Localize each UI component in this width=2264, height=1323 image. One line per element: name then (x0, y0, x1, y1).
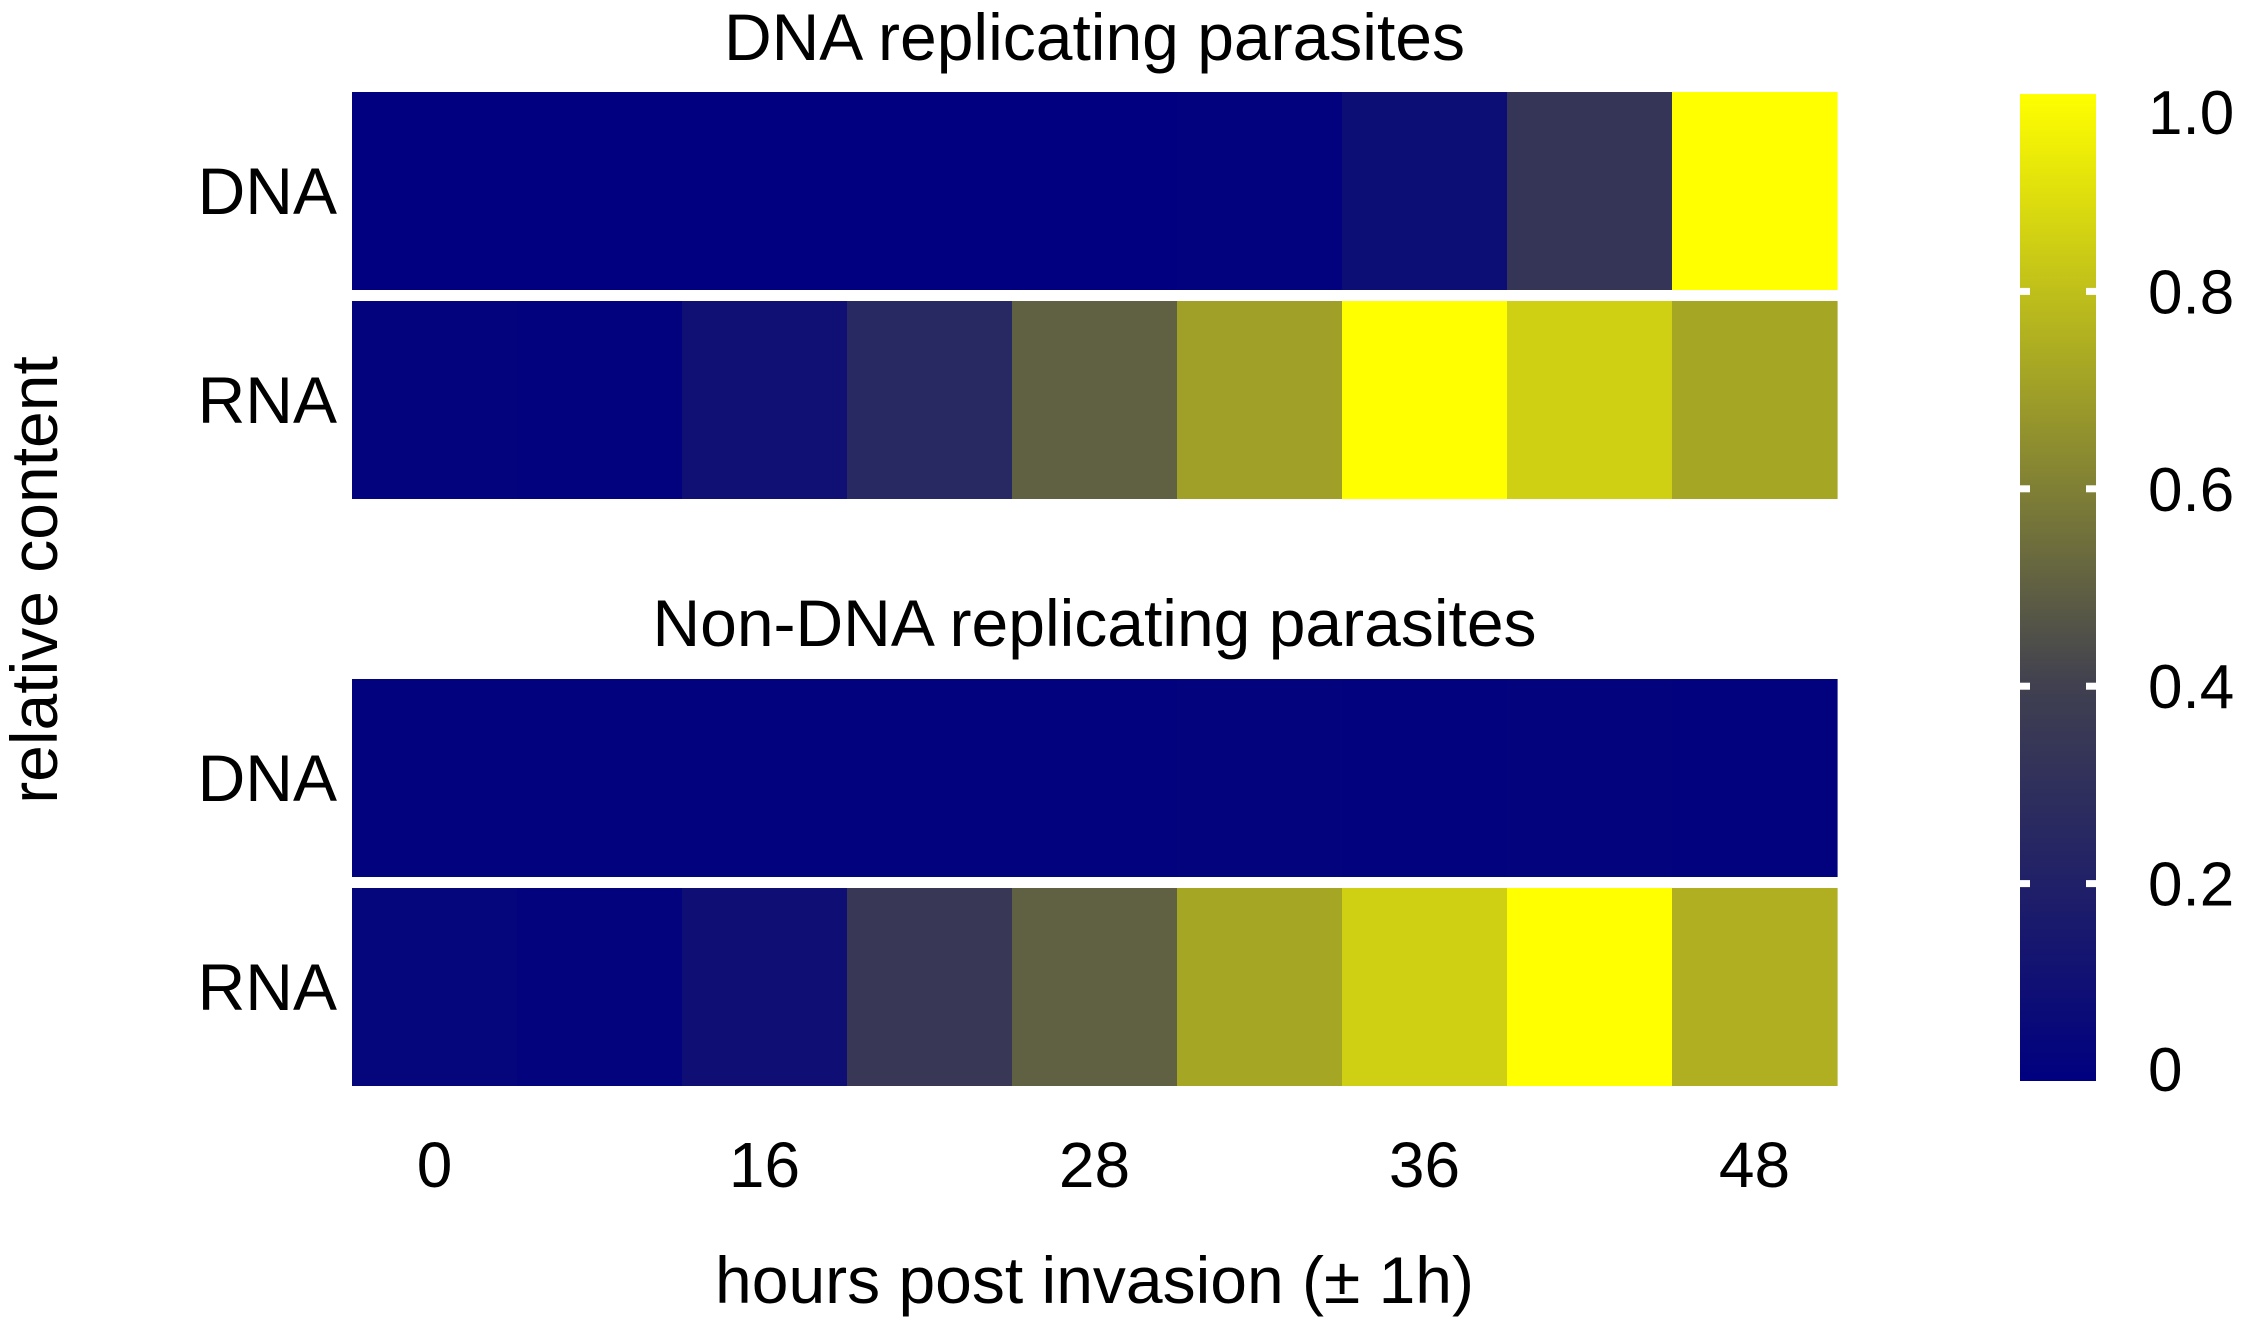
heatmap-cell-rna-4 (847, 301, 1013, 499)
colorbar-tick-label: 0.4 (2148, 653, 2234, 722)
heatmap-cell-rna-7 (1342, 301, 1508, 499)
x-tick-label: 0 (417, 1129, 453, 1201)
x-tick-label: 28 (1059, 1129, 1130, 1201)
heatmap-cell-rna-2 (517, 888, 683, 1086)
heatmap-cell-dna-7 (1342, 679, 1508, 877)
colorbar-tick-label: 0 (2148, 1036, 2182, 1105)
row-labels: DNA RNA (198, 154, 337, 437)
y-axis-label: relative content (0, 356, 71, 804)
heatmap-cell-rna-4 (847, 888, 1013, 1086)
panel-title: DNA replicating parasites (724, 0, 1465, 74)
heatmap-cell-rna-7 (1342, 888, 1508, 1086)
heatmap-cell-rna-5 (1012, 888, 1178, 1086)
heatmap-cell-dna-1 (352, 92, 518, 290)
heatmap-cells (352, 679, 1838, 1086)
heatmap-cell-dna-2 (517, 92, 683, 290)
heatmap-cell-dna-7 (1342, 92, 1508, 290)
heatmap-cell-dna-4 (847, 92, 1013, 290)
heatmap-cell-dna-6 (1177, 92, 1343, 290)
heatmap-cell-rna-2 (517, 301, 683, 499)
heatmap-cell-rna-8 (1507, 301, 1673, 499)
heatmap-cell-dna-2 (517, 679, 683, 877)
x-tick-label: 16 (729, 1129, 800, 1201)
colorbar: 0 0.2 0.4 0.6 0.8 1.0 (2020, 79, 2234, 1105)
heatmap-cell-rna-1 (352, 301, 518, 499)
heatmap-cell-dna-8 (1507, 92, 1673, 290)
row-label-dna: DNA (198, 741, 337, 815)
heatmap-cell-dna-1 (352, 679, 518, 877)
row-label-dna: DNA (198, 154, 337, 228)
colorbar-tick-label: 0.8 (2148, 258, 2234, 327)
panel-dna-replicating: DNA replicating parasites DNA RNA (198, 0, 1838, 499)
heatmap-cell-dna-4 (847, 679, 1013, 877)
colorbar-ticks: 0 0.2 0.4 0.6 0.8 1.0 (2020, 79, 2234, 1105)
colorbar-tick-label: 0.2 (2148, 851, 2234, 920)
x-tick-label: 36 (1389, 1129, 1460, 1201)
heatmap-cell-dna-5 (1012, 92, 1178, 290)
panel-title: Non-DNA replicating parasites (652, 586, 1536, 660)
panel-non-dna-replicating: Non-DNA replicating parasites DNA RNA (198, 586, 1838, 1086)
heatmap-cell-rna-9 (1672, 301, 1838, 499)
heatmap-cell-rna-3 (682, 301, 848, 499)
row-label-rna: RNA (198, 950, 337, 1024)
heatmap-cell-dna-5 (1012, 679, 1178, 877)
x-axis-label: hours post invasion (± 1h) (715, 1243, 1474, 1317)
heatmap-cell-rna-6 (1177, 301, 1343, 499)
heatmap-cell-dna-3 (682, 679, 848, 877)
heatmap-cell-rna-1 (352, 888, 518, 1086)
x-tick-label: 48 (1719, 1129, 1790, 1201)
colorbar-tick-label: 0.6 (2148, 456, 2234, 525)
heatmap-cell-rna-8 (1507, 888, 1673, 1086)
heatmap-cell-dna-9 (1672, 679, 1838, 877)
heatmap-cell-rna-6 (1177, 888, 1343, 1086)
row-labels: DNA RNA (198, 741, 337, 1024)
heatmap-cell-dna-9 (1672, 92, 1838, 290)
heatmap-cell-dna-6 (1177, 679, 1343, 877)
heatmap-cell-dna-8 (1507, 679, 1673, 877)
heatmap-cell-dna-3 (682, 92, 848, 290)
heatmap-cell-rna-9 (1672, 888, 1838, 1086)
colorbar-tick-label: 1.0 (2148, 79, 2234, 148)
x-axis-tick-labels: 0 16 28 36 48 (417, 1129, 1790, 1201)
heatmap-cell-rna-5 (1012, 301, 1178, 499)
row-label-rna: RNA (198, 363, 337, 437)
heatmap-cells (352, 92, 1838, 499)
heatmap-cell-rna-3 (682, 888, 848, 1086)
colorbar-ramp (2020, 94, 2096, 1081)
